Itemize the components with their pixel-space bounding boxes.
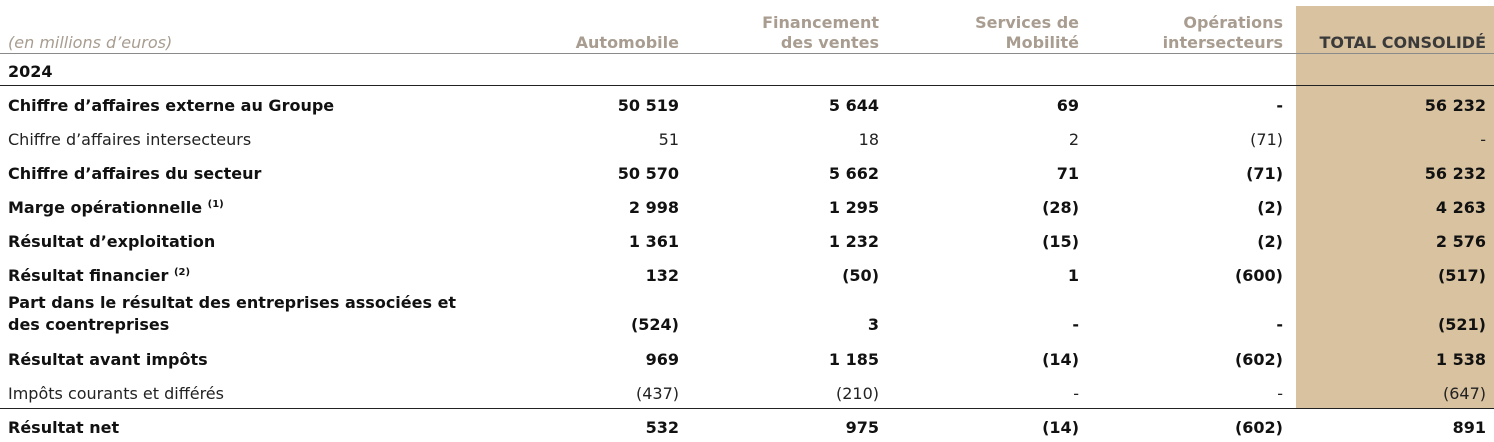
cell-financement: 1 295 — [687, 188, 887, 222]
cell-automobile: 132 — [486, 256, 687, 290]
cell-automobile: 532 — [486, 409, 687, 442]
cell-services: 71 — [887, 154, 1087, 188]
cell-operations: (71) — [1087, 154, 1291, 188]
cell-total: (521) — [1291, 290, 1494, 340]
year-row: 2024 — [0, 54, 1494, 86]
year-label: 2024 — [0, 54, 486, 86]
table-row: Chiffre d’affaires externe au Groupe 50 … — [0, 86, 1494, 121]
cell-financement: 5 662 — [687, 154, 887, 188]
row-label: Impôts courants et différés — [0, 374, 486, 409]
cell-services: (14) — [887, 409, 1087, 442]
table-row: Impôts courants et différés (437) (210) … — [0, 374, 1494, 409]
table-row: Marge opérationnelle (1) 2 998 1 295 (28… — [0, 188, 1494, 222]
cell-operations: (2) — [1087, 188, 1291, 222]
unit-label: (en millions d’euros) — [0, 0, 486, 54]
cell-operations: (2) — [1087, 222, 1291, 256]
row-label: Résultat avant impôts — [0, 340, 486, 374]
cell-total: (517) — [1291, 256, 1494, 290]
cell-financement: 1 185 — [687, 340, 887, 374]
header-total-consolide: TOTAL CONSOLIDÉ — [1291, 0, 1494, 54]
table-row: Résultat avant impôts 969 1 185 (14) (60… — [0, 340, 1494, 374]
cell-automobile: (524) — [486, 290, 687, 340]
financial-table-container: (en millions d’euros) Automobile Finance… — [0, 0, 1494, 408]
cell-financement: (210) — [687, 374, 887, 409]
cell-financement: 1 232 — [687, 222, 887, 256]
cell-financement: 18 — [687, 120, 887, 154]
header-automobile: Automobile — [486, 0, 687, 54]
cell-total: 4 263 — [1291, 188, 1494, 222]
cell-operations: - — [1087, 290, 1291, 340]
cell-automobile: 50 519 — [486, 86, 687, 121]
row-label: Résultat financier (2) — [0, 256, 486, 290]
footnote-marker: (2) — [174, 267, 190, 278]
table-row: Résultat financier (2) 132 (50) 1 (600) … — [0, 256, 1494, 290]
table-row: Part dans le résultat des entreprises as… — [0, 290, 1494, 340]
cell-services: 2 — [887, 120, 1087, 154]
row-label: Part dans le résultat des entreprises as… — [0, 290, 486, 340]
cell-financement: 975 — [687, 409, 887, 442]
cell-services: (15) — [887, 222, 1087, 256]
cell-total: 891 — [1291, 409, 1494, 442]
row-label: Résultat net — [0, 409, 486, 442]
row-label: Marge opérationnelle (1) — [0, 188, 486, 222]
cell-automobile: (437) — [486, 374, 687, 409]
cell-services: - — [887, 374, 1087, 409]
table-row-total: Résultat net 532 975 (14) (602) 891 — [0, 409, 1494, 442]
cell-automobile: 1 361 — [486, 222, 687, 256]
cell-automobile: 50 570 — [486, 154, 687, 188]
cell-total: 2 576 — [1291, 222, 1494, 256]
cell-total: 1 538 — [1291, 340, 1494, 374]
row-label: Chiffre d’affaires externe au Groupe — [0, 86, 486, 121]
cell-automobile: 51 — [486, 120, 687, 154]
cell-operations: (602) — [1087, 409, 1291, 442]
cell-financement: 5 644 — [687, 86, 887, 121]
cell-services: (28) — [887, 188, 1087, 222]
cell-operations: - — [1087, 374, 1291, 409]
footnote-marker: (1) — [208, 199, 224, 210]
cell-total: (647) — [1291, 374, 1494, 409]
cell-total: 56 232 — [1291, 86, 1494, 121]
row-label: Chiffre d’affaires du secteur — [0, 154, 486, 188]
table-row: Chiffre d’affaires intersecteurs 51 18 2… — [0, 120, 1494, 154]
cell-operations: (71) — [1087, 120, 1291, 154]
table-row: Résultat d’exploitation 1 361 1 232 (15)… — [0, 222, 1494, 256]
row-label: Résultat d’exploitation — [0, 222, 486, 256]
cell-financement: 3 — [687, 290, 887, 340]
cell-services: 1 — [887, 256, 1087, 290]
cell-services: (14) — [887, 340, 1087, 374]
cell-financement: (50) — [687, 256, 887, 290]
cell-total: - — [1291, 120, 1494, 154]
cell-automobile: 2 998 — [486, 188, 687, 222]
row-label: Chiffre d’affaires intersecteurs — [0, 120, 486, 154]
cell-operations: (600) — [1087, 256, 1291, 290]
cell-services: - — [887, 290, 1087, 340]
cell-operations: (602) — [1087, 340, 1291, 374]
cell-automobile: 969 — [486, 340, 687, 374]
cell-services: 69 — [887, 86, 1087, 121]
cell-operations: - — [1087, 86, 1291, 121]
cell-total: 56 232 — [1291, 154, 1494, 188]
table-header-row: (en millions d’euros) Automobile Finance… — [0, 0, 1494, 54]
table-row: Chiffre d’affaires du secteur 50 570 5 6… — [0, 154, 1494, 188]
